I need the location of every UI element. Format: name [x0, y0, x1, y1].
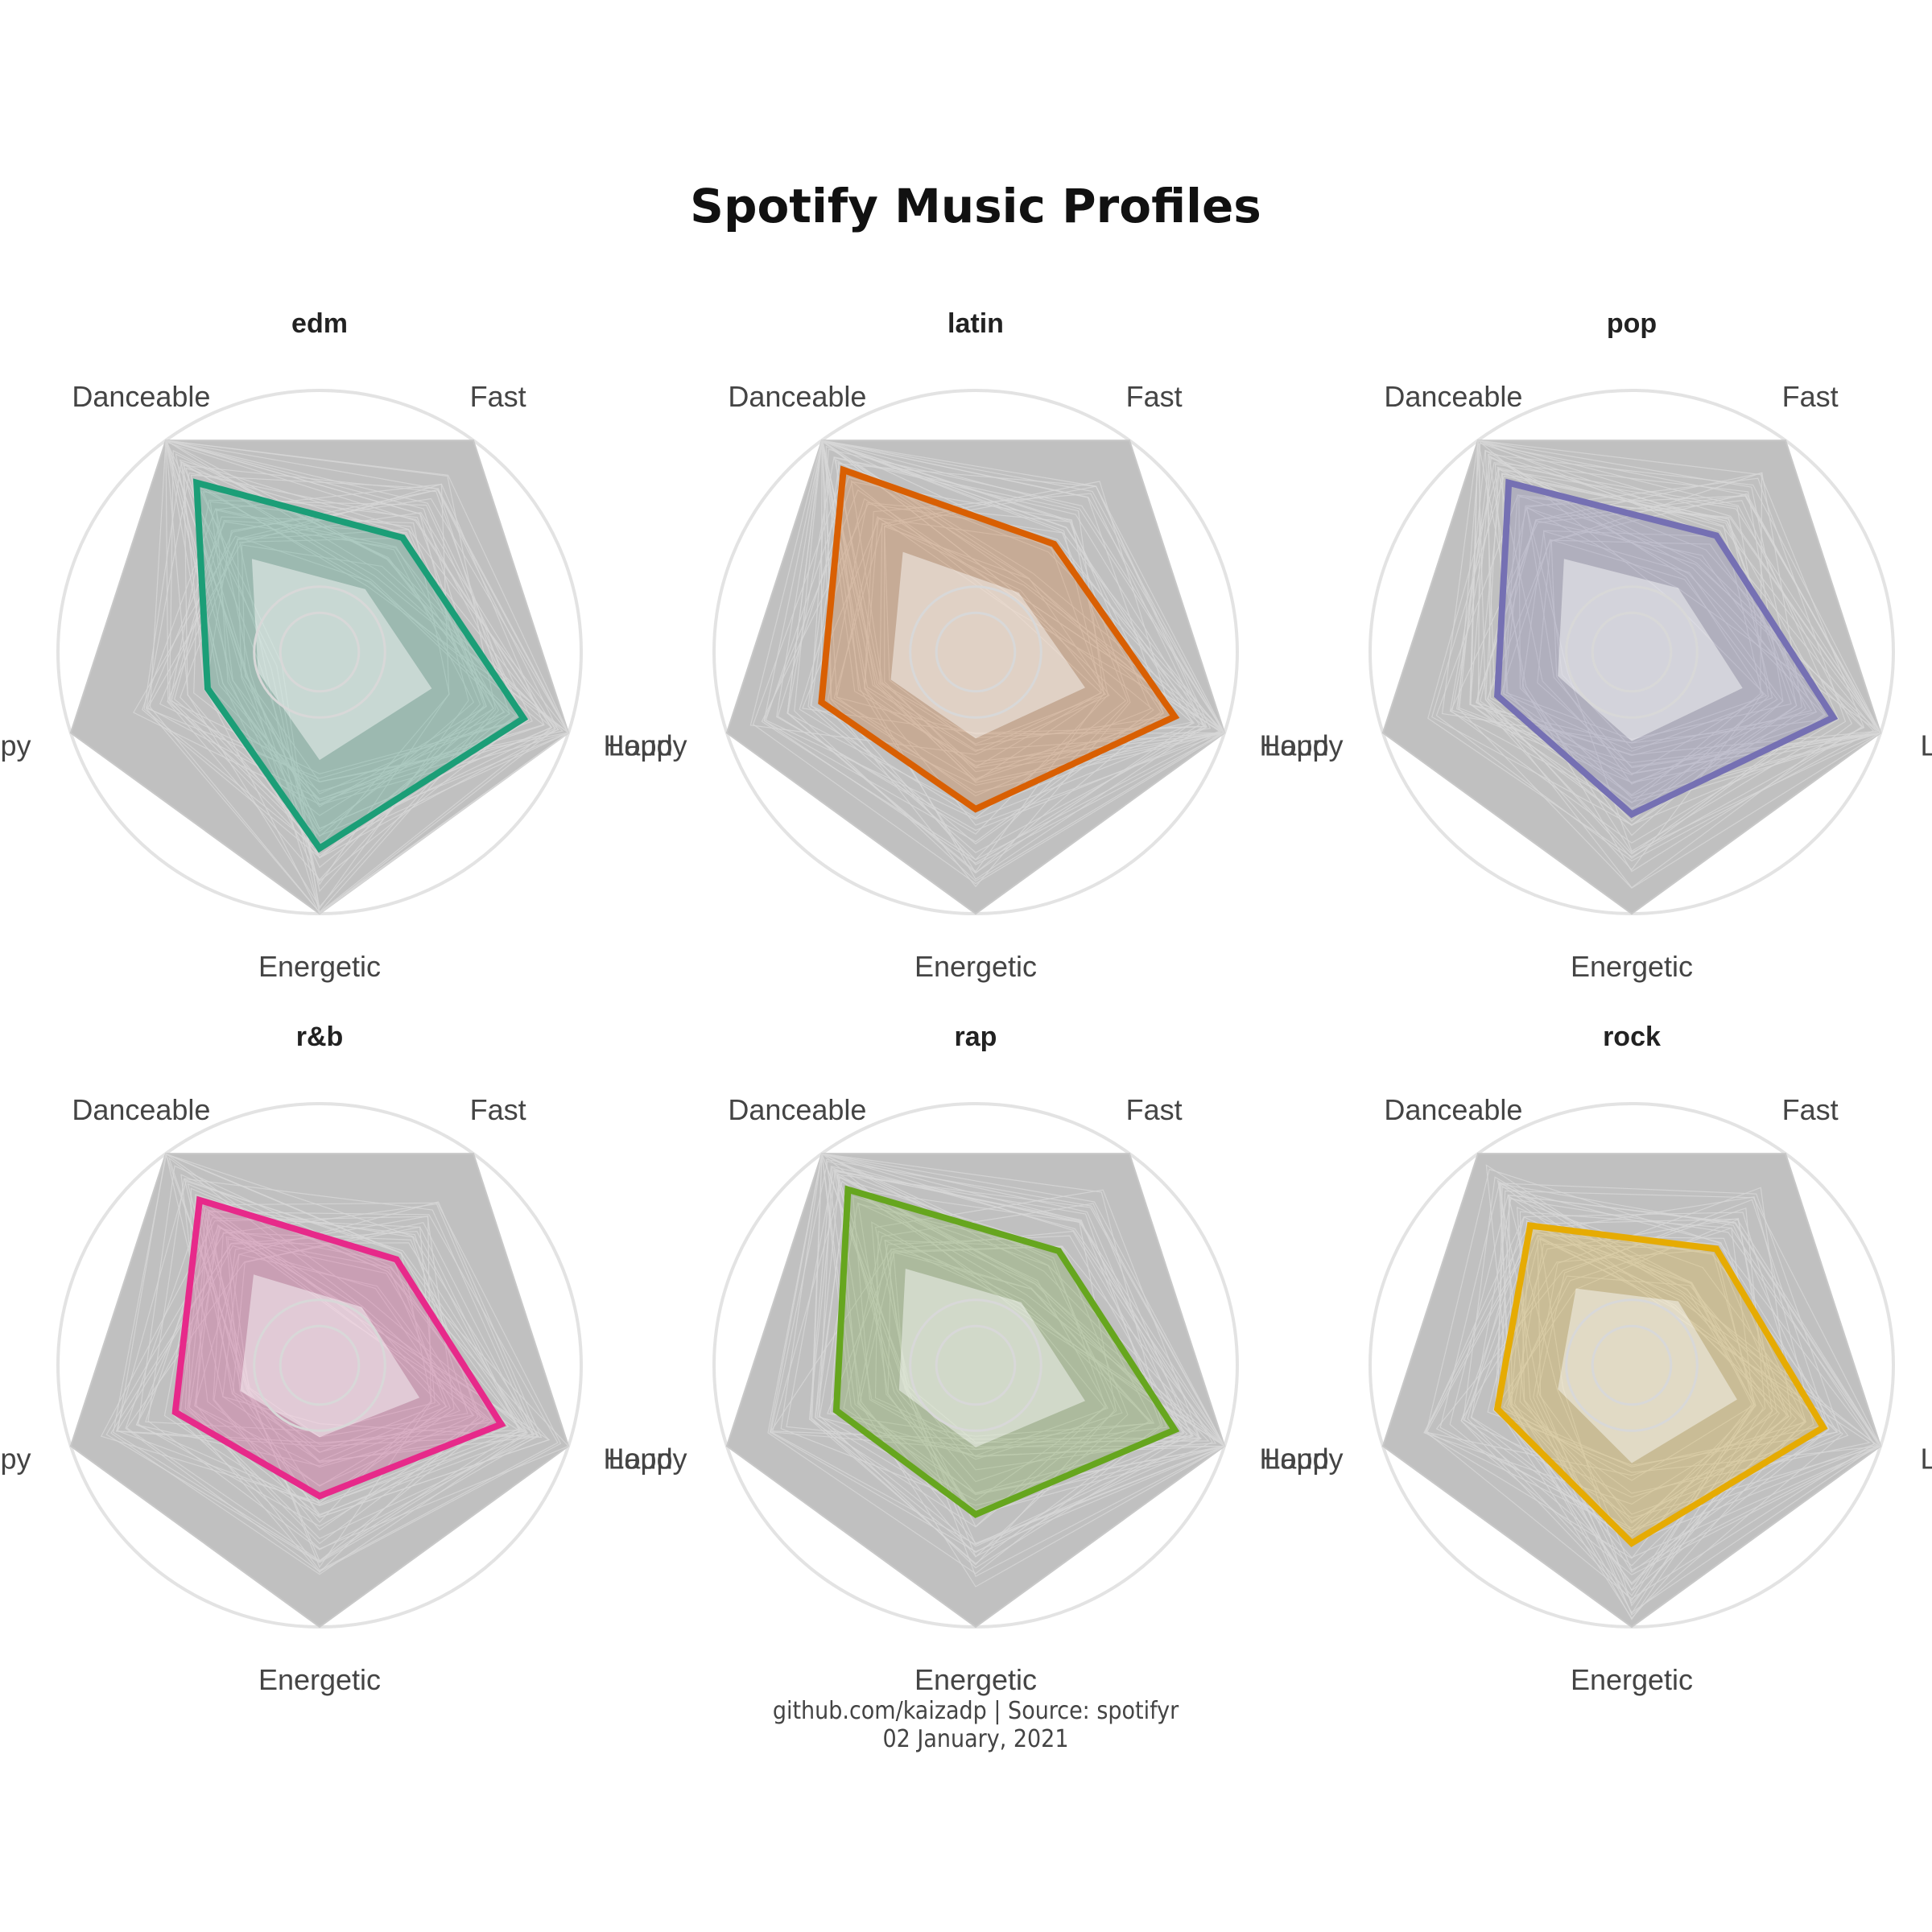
- radar-panel-rap: rapLoudFastDanceableHappyEnergetic: [603, 1022, 1328, 1696]
- axis-label-energetic: Energetic: [1571, 950, 1693, 983]
- axis-label-loud: Loud: [1921, 1443, 1932, 1476]
- axis-label-fast: Fast: [470, 380, 526, 413]
- panel-title: r&b: [296, 1022, 344, 1052]
- chart-title: Spotify Music Profiles: [690, 179, 1261, 233]
- radar-panel-rock: rock Loud Fast Danceable Happy Energetic: [1259, 1022, 1932, 1696]
- axis-label-energetic: Energetic: [258, 1663, 381, 1696]
- axis-label-fast: Fast: [1126, 380, 1183, 413]
- axis-label-happy: Happy: [0, 729, 31, 762]
- axis-label-danceable: Danceable: [728, 380, 866, 413]
- panel-title: pop: [1607, 308, 1657, 339]
- axis-label-happy: Happy: [1259, 729, 1343, 762]
- axis-label-danceable: Danceable: [1384, 1093, 1522, 1126]
- axis-label-danceable: Danceable: [1384, 380, 1522, 413]
- axis-label-fast: Fast: [470, 1093, 526, 1126]
- radar-panel-rb: r&bLoudFastDanceableHappyEnergetic: [0, 1022, 673, 1696]
- caption-date: 02 January, 2021: [882, 1725, 1068, 1753]
- axis-label-fast: Fast: [1782, 1093, 1839, 1126]
- radar-panel-edm: edm Loud Fast Danceable Happy Energetic: [0, 308, 673, 983]
- axis-label-happy: Happy: [603, 729, 687, 762]
- axis-label-happy: Happy: [0, 1443, 31, 1476]
- axis-label-energetic: Energetic: [1571, 1663, 1693, 1696]
- panel-title: edm: [291, 308, 348, 339]
- radar-panel-pop: pop Loud Fast Danceable Happy Energetic: [1259, 308, 1932, 983]
- panels-group: edm Loud Fast Danceable Happy Energetic latin L…: [0, 308, 1932, 1696]
- axis-label-energetic: Energetic: [258, 950, 381, 983]
- axis-label-loud: Loud: [1921, 729, 1932, 762]
- radar-panel-latin: latinLoudFastDanceableHappyEnergetic: [603, 308, 1328, 983]
- axis-label-fast: Fast: [1126, 1093, 1183, 1126]
- axis-label-fast: Fast: [1782, 380, 1839, 413]
- caption-source: github.com/kaizadp | Source: spotifyr: [773, 1697, 1179, 1725]
- axis-label-danceable: Danceable: [728, 1093, 866, 1126]
- axis-label-energetic: Energetic: [914, 950, 1037, 983]
- axis-label-happy: Happy: [603, 1443, 687, 1476]
- axis-label-danceable: Danceable: [72, 1093, 210, 1126]
- axis-label-danceable: Danceable: [72, 380, 210, 413]
- panel-title: rap: [955, 1022, 997, 1052]
- axis-label-energetic: Energetic: [914, 1663, 1037, 1696]
- axis-label-happy: Happy: [1259, 1443, 1343, 1476]
- panel-title: latin: [947, 308, 1004, 339]
- panel-title: rock: [1603, 1022, 1661, 1052]
